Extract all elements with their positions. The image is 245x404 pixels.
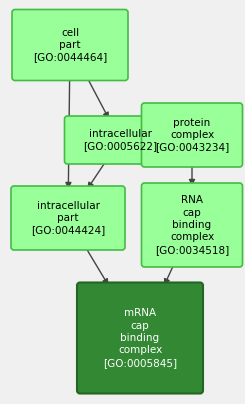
Text: protein
complex
[GO:0043234]: protein complex [GO:0043234]	[155, 118, 229, 152]
FancyBboxPatch shape	[77, 282, 203, 393]
FancyBboxPatch shape	[11, 186, 125, 250]
FancyBboxPatch shape	[142, 103, 243, 167]
Text: cell
part
[GO:0044464]: cell part [GO:0044464]	[33, 27, 107, 62]
Text: intracellular
[GO:0005622]: intracellular [GO:0005622]	[83, 129, 157, 151]
FancyBboxPatch shape	[64, 116, 175, 164]
Text: RNA
cap
binding
complex
[GO:0034518]: RNA cap binding complex [GO:0034518]	[155, 195, 229, 255]
Text: intracellular
part
[GO:0044424]: intracellular part [GO:0044424]	[31, 201, 105, 236]
FancyBboxPatch shape	[142, 183, 243, 267]
Text: mRNA
cap
binding
complex
[GO:0005845]: mRNA cap binding complex [GO:0005845]	[103, 308, 177, 368]
FancyBboxPatch shape	[12, 10, 128, 80]
